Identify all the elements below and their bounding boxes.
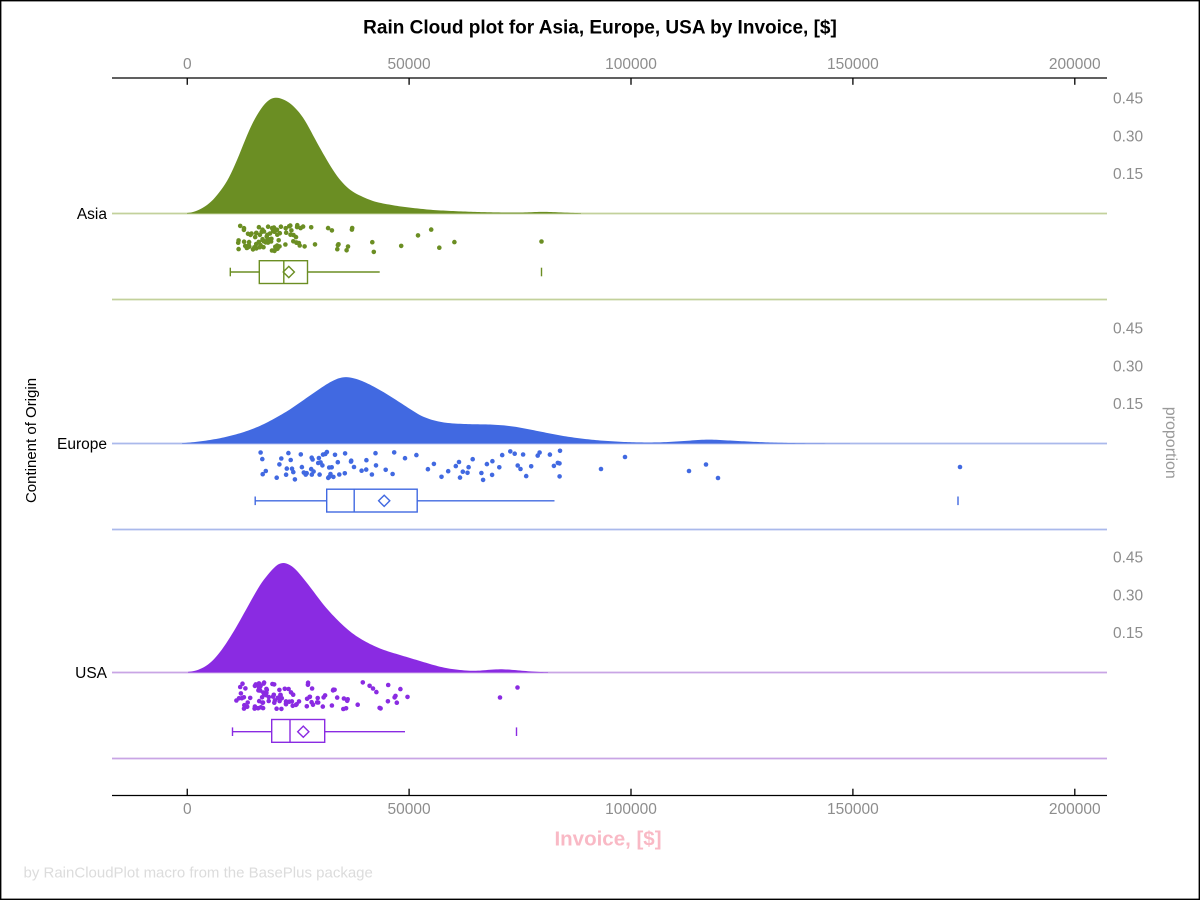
svg-text:USA: USA bbox=[75, 665, 108, 682]
svg-text:0.30: 0.30 bbox=[1113, 358, 1144, 375]
svg-text:150000: 150000 bbox=[827, 56, 879, 73]
svg-text:100000: 100000 bbox=[605, 801, 657, 818]
svg-text:200000: 200000 bbox=[1049, 801, 1101, 818]
svg-text:0.15: 0.15 bbox=[1113, 166, 1143, 183]
svg-text:0: 0 bbox=[183, 801, 192, 818]
svg-text:Asia: Asia bbox=[77, 206, 108, 223]
svg-text:0.45: 0.45 bbox=[1113, 90, 1143, 107]
svg-text:0.15: 0.15 bbox=[1113, 396, 1143, 413]
svg-text:100000: 100000 bbox=[605, 56, 657, 73]
svg-text:0.45: 0.45 bbox=[1113, 320, 1143, 337]
svg-text:proportion: proportion bbox=[1162, 407, 1179, 479]
svg-text:Rain Cloud plot for Asia, Euro: Rain Cloud plot for Asia, Europe, USA by… bbox=[363, 18, 837, 39]
svg-text:50000: 50000 bbox=[388, 56, 431, 73]
svg-text:50000: 50000 bbox=[388, 801, 431, 818]
svg-text:150000: 150000 bbox=[827, 801, 879, 818]
svg-text:200000: 200000 bbox=[1049, 56, 1101, 73]
svg-text:0.30: 0.30 bbox=[1113, 587, 1144, 604]
svg-text:by RainCloudPlot macro from th: by RainCloudPlot macro from the BasePlus… bbox=[24, 865, 373, 882]
svg-text:0: 0 bbox=[183, 56, 192, 73]
svg-text:0.45: 0.45 bbox=[1113, 549, 1143, 566]
svg-text:0.30: 0.30 bbox=[1113, 128, 1144, 145]
svg-text:Invoice, [$]: Invoice, [$] bbox=[554, 828, 661, 851]
svg-text:Continent of Origin: Continent of Origin bbox=[23, 378, 40, 503]
svg-text:Europe: Europe bbox=[57, 436, 107, 453]
svg-text:0.15: 0.15 bbox=[1113, 625, 1143, 642]
